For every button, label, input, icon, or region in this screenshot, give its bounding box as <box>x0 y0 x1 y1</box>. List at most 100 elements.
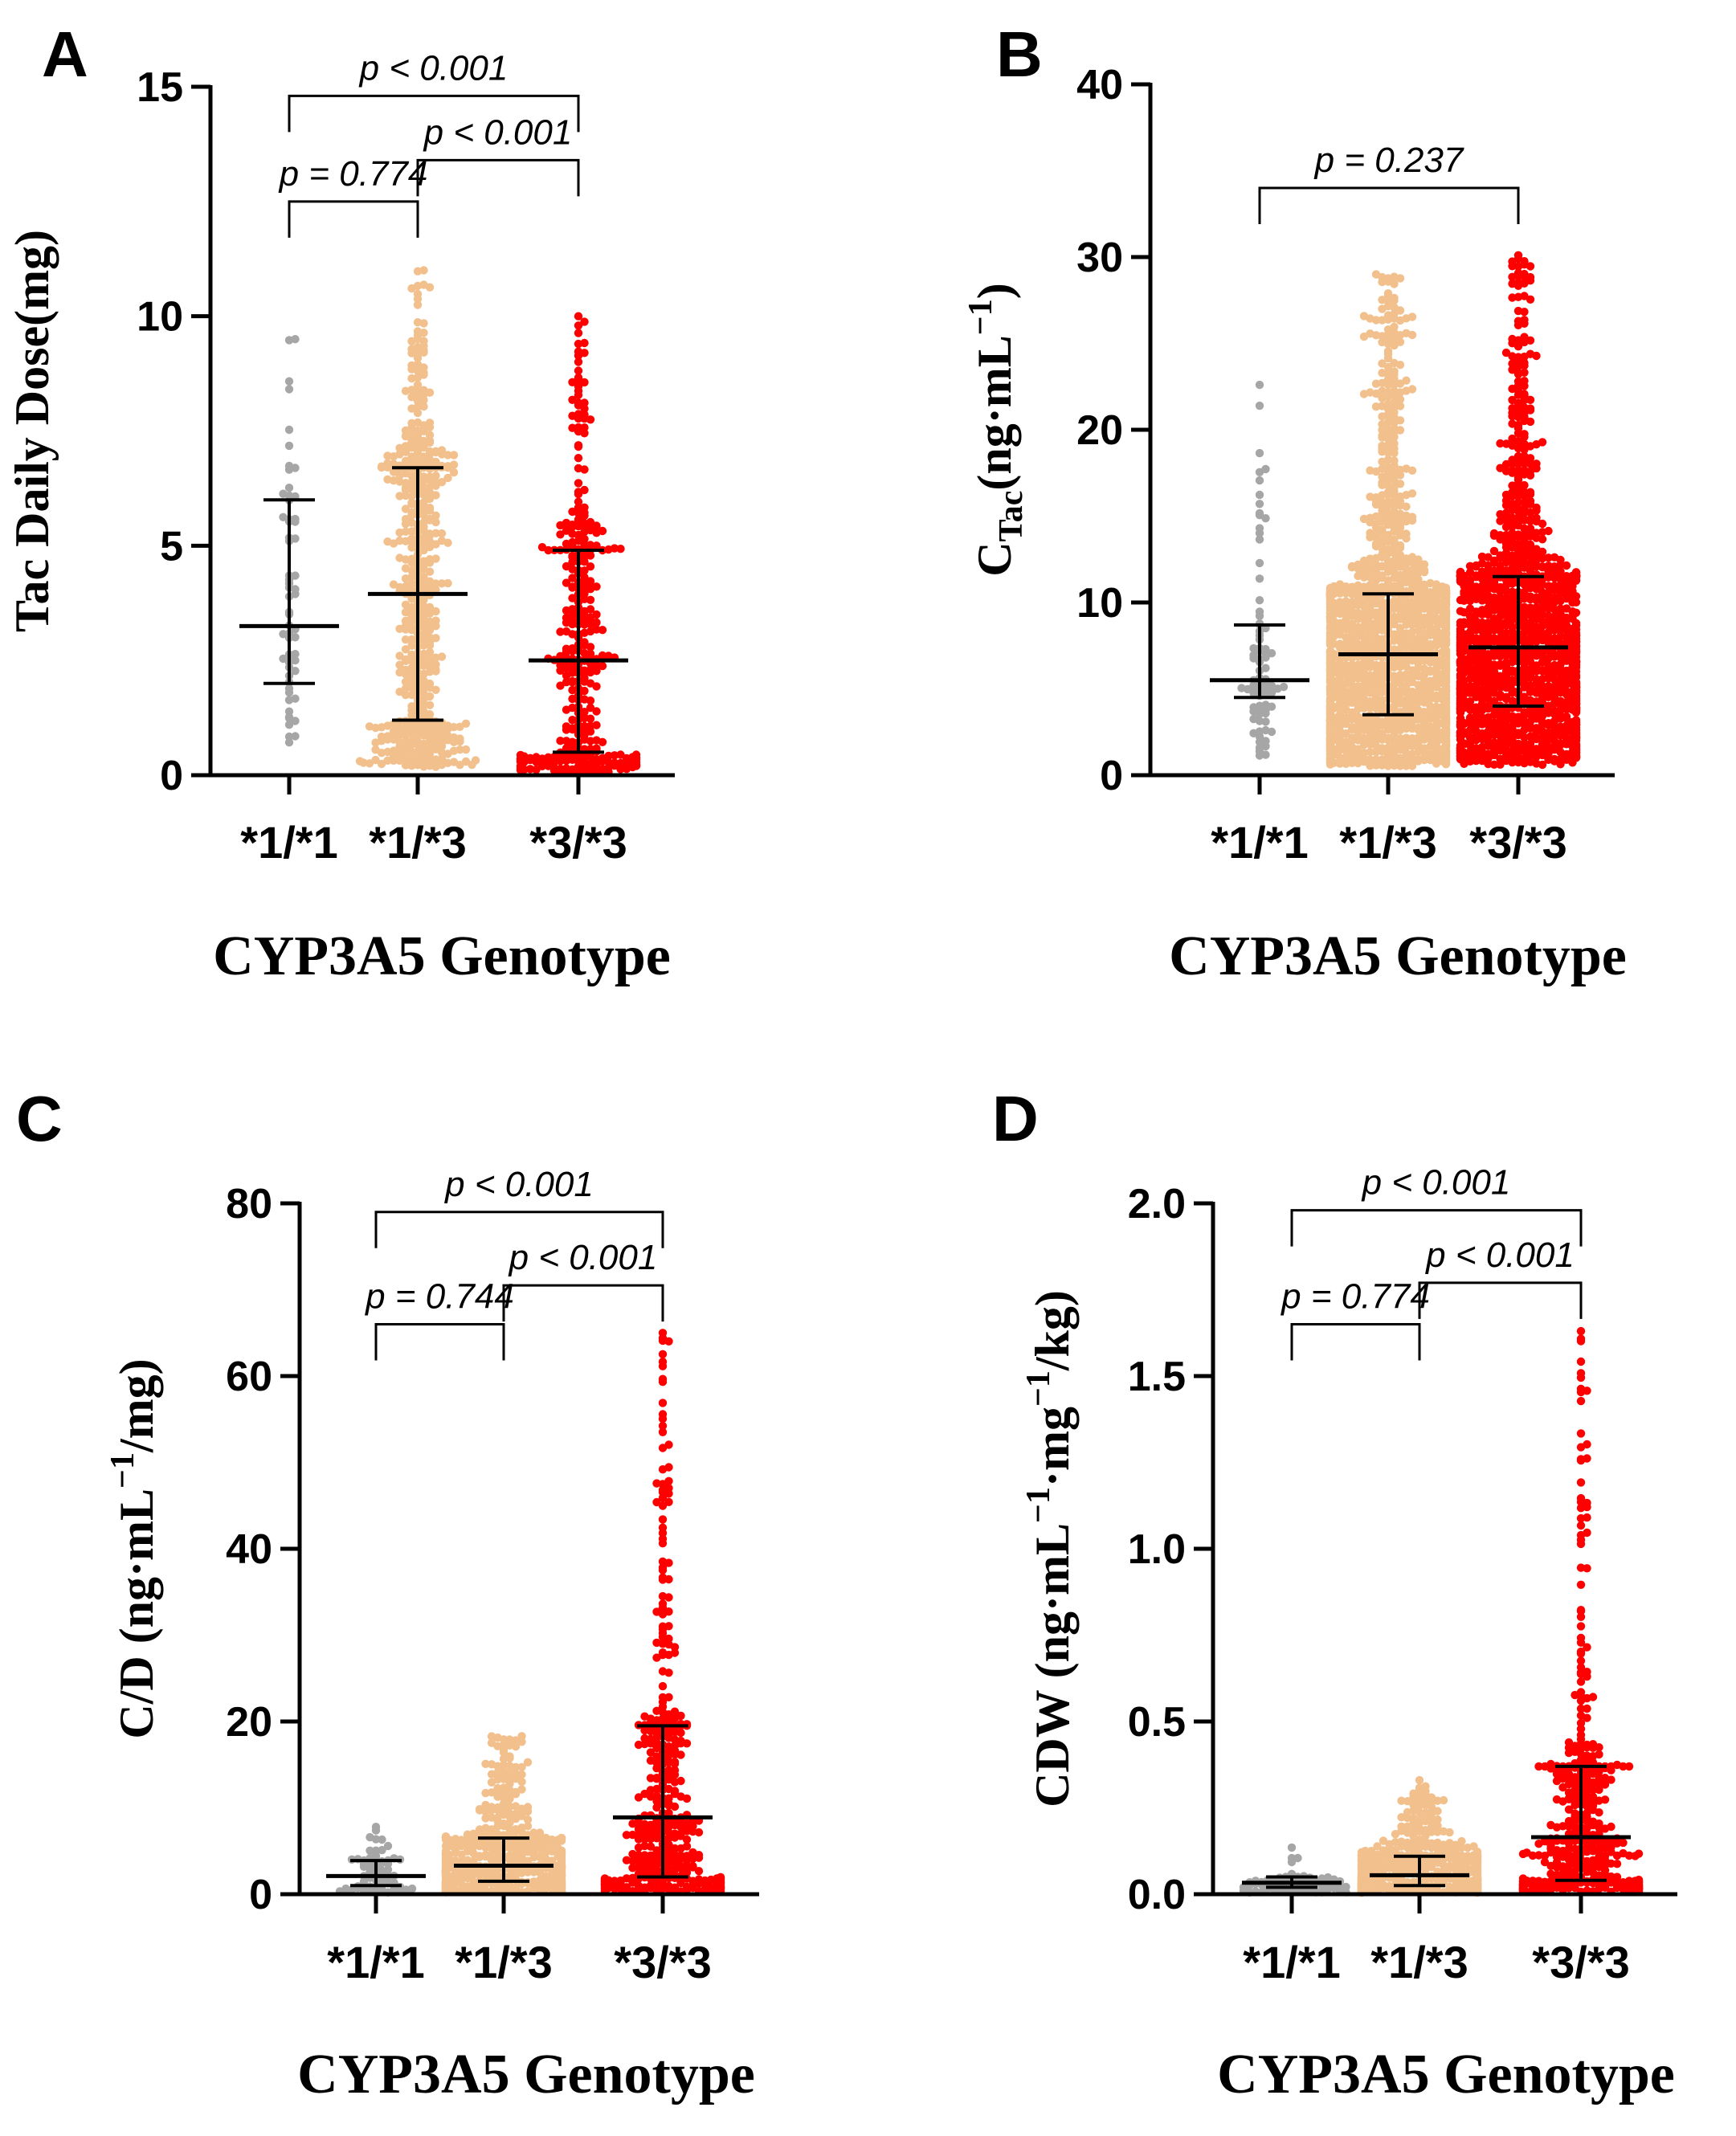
data-point <box>1489 688 1499 697</box>
data-point <box>1359 514 1369 524</box>
data-point <box>580 638 589 647</box>
data-point <box>628 1830 637 1840</box>
data-point <box>419 595 428 604</box>
data-point <box>1395 523 1405 533</box>
data-point <box>419 498 428 507</box>
data-point <box>574 357 583 366</box>
data-point <box>1513 424 1523 433</box>
data-point <box>1441 704 1451 713</box>
data-point <box>1267 702 1276 711</box>
data-point <box>1508 257 1517 266</box>
data-point <box>664 1607 673 1616</box>
data-point <box>1249 643 1258 653</box>
data-point <box>1508 366 1517 374</box>
data-point <box>441 1867 451 1877</box>
data-point <box>658 1515 668 1524</box>
data-point <box>1544 526 1553 536</box>
data-point <box>694 1853 704 1862</box>
x-axis-title: CYP3A5 Genotype <box>1169 925 1627 987</box>
data-point <box>1484 713 1493 722</box>
data-point <box>291 571 300 580</box>
data-point <box>1366 596 1375 605</box>
data-point <box>407 706 416 715</box>
data-point <box>1441 652 1451 661</box>
significance-bracket <box>288 94 580 133</box>
data-point <box>1371 539 1381 549</box>
data-point <box>1532 675 1541 684</box>
data-point <box>1456 618 1465 627</box>
points-3-0 <box>1239 1843 1350 1897</box>
data-point <box>1378 761 1387 770</box>
data-point <box>658 1603 668 1612</box>
data-point <box>1496 464 1505 472</box>
data-point <box>1407 466 1417 475</box>
data-point <box>1261 750 1270 759</box>
data-point <box>1526 272 1535 282</box>
x-category-label: *1/*3 <box>455 1937 552 1987</box>
data-point <box>622 1831 631 1840</box>
data-point <box>1433 1796 1442 1805</box>
data-point <box>1484 738 1493 747</box>
data-point <box>1383 751 1393 760</box>
data-point <box>1508 725 1517 733</box>
data-point <box>487 1732 496 1741</box>
data-point <box>407 725 416 733</box>
data-point <box>658 1575 668 1584</box>
data-point <box>541 1876 550 1885</box>
y-tick-label: 15 <box>137 64 183 111</box>
data-point <box>628 1878 637 1887</box>
y-axis-title-part: C <box>968 541 1021 576</box>
data-point <box>407 762 416 770</box>
data-point <box>425 749 435 758</box>
data-point <box>291 585 300 594</box>
data-point <box>1532 667 1541 676</box>
data-point <box>1407 633 1417 643</box>
data-point <box>1526 623 1535 631</box>
data-point <box>1354 723 1362 733</box>
data-point <box>1508 522 1517 531</box>
data-point <box>366 1832 374 1842</box>
data-point <box>407 508 416 517</box>
x-category-label: *1/*1 <box>327 1937 424 1987</box>
data-point <box>640 1712 649 1721</box>
data-point <box>652 1774 661 1783</box>
data-point <box>407 690 416 700</box>
data-point <box>1325 654 1335 664</box>
data-point <box>1378 412 1387 421</box>
data-point <box>537 543 547 552</box>
data-point <box>1354 685 1362 694</box>
data-point <box>646 1756 656 1765</box>
data-point <box>580 540 589 549</box>
data-point <box>1432 691 1441 700</box>
data-point <box>1508 404 1517 413</box>
data-point <box>431 762 440 771</box>
data-point <box>401 432 411 441</box>
data-point <box>1261 717 1270 726</box>
data-point <box>1395 543 1405 553</box>
data-point <box>652 1638 661 1648</box>
data-point <box>425 542 435 552</box>
data-point <box>1342 615 1350 624</box>
data-point <box>487 1778 496 1787</box>
data-point <box>425 567 435 576</box>
data-point <box>505 1754 514 1762</box>
data-point <box>419 522 428 531</box>
data-point <box>1432 683 1441 692</box>
data-point <box>568 507 577 517</box>
y-axis-title-part: −1 <box>962 299 999 335</box>
data-point <box>652 1653 661 1662</box>
data-point <box>1359 556 1369 566</box>
data-point <box>592 541 601 550</box>
data-point <box>279 489 288 498</box>
data-point <box>1456 688 1465 698</box>
data-point <box>1544 749 1553 758</box>
data-point <box>586 696 595 705</box>
data-point <box>1472 664 1481 673</box>
data-point <box>516 754 525 763</box>
data-point <box>1441 646 1451 655</box>
data-point <box>1508 359 1517 368</box>
data-point <box>395 492 404 500</box>
data-point <box>1562 705 1571 714</box>
